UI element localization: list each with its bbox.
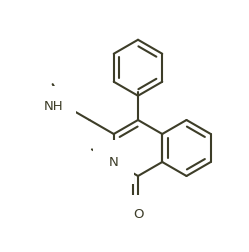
Text: NH: NH [44, 100, 63, 112]
Text: N: N [109, 155, 119, 169]
Text: O: O [133, 208, 143, 221]
